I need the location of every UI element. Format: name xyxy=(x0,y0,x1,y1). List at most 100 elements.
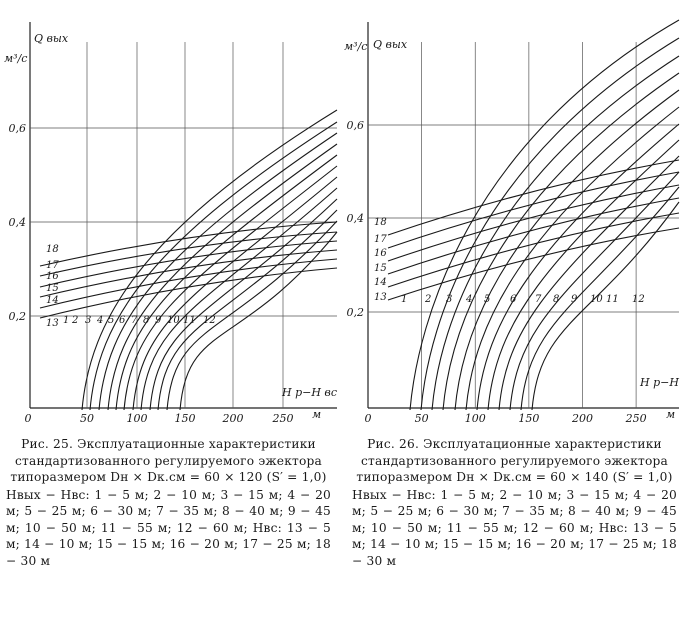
curve-8 xyxy=(487,139,680,411)
curve-2 xyxy=(420,37,680,411)
y-tick-label: 0,4 xyxy=(9,216,27,229)
curve-label: 12 xyxy=(203,315,216,326)
curve-label: 1 xyxy=(401,294,407,305)
curve-1 xyxy=(81,109,338,411)
ticks-25: 0 50 100 150 200 250 0,2 0,4 0,6 xyxy=(9,122,294,425)
curve-11 xyxy=(166,220,338,411)
curve-13 xyxy=(387,227,680,301)
x-label-26: H р−H вс xyxy=(639,376,681,389)
curve-13 xyxy=(39,267,338,319)
curves-25 xyxy=(39,109,338,411)
caption-legend-25: Hвых − Hвс: 1 − 5 м; 2 − 10 м; 3 − 15 м;… xyxy=(6,487,331,568)
x-tick-label: 200 xyxy=(222,412,244,425)
x-tick-label: 250 xyxy=(625,412,647,425)
curve-label: 15 xyxy=(46,283,59,294)
caption-title-26: Рис. 26. Эксплуатационные характеристики… xyxy=(356,437,673,484)
curve-label: 1 xyxy=(63,315,69,326)
x-tick-label: 150 xyxy=(175,412,196,425)
q-label-26: Q вых xyxy=(373,38,408,51)
x-unit-25: м xyxy=(312,408,321,421)
curve-label: 8 xyxy=(553,294,559,305)
curve-label: 7 xyxy=(535,294,542,305)
curve-11 xyxy=(520,186,680,411)
x-tick-label: 50 xyxy=(80,412,94,425)
curve-3 xyxy=(98,132,338,411)
y-tick-label: 0,2 xyxy=(347,306,365,319)
grid-26 xyxy=(367,22,679,409)
curve-10 xyxy=(157,209,338,411)
curve-label: 2 xyxy=(71,315,78,326)
curve-label: 4 xyxy=(465,294,472,305)
y-tick-label: 0,2 xyxy=(9,310,27,323)
y-tick-label: 0,4 xyxy=(347,212,365,225)
curve-1 xyxy=(409,19,680,411)
curve-15 xyxy=(39,249,338,298)
x-tick-label: 250 xyxy=(272,412,294,425)
x-unit-26: м xyxy=(666,408,675,421)
x-tick-label: 200 xyxy=(571,412,593,425)
curve-6 xyxy=(465,106,680,411)
x-tick-label: 100 xyxy=(465,412,486,425)
curve-9 xyxy=(149,198,338,411)
curve-label: 17 xyxy=(374,234,387,245)
curve-label: 13 xyxy=(46,318,59,329)
x-label-25: H р−H вс xyxy=(281,386,337,399)
grid-25 xyxy=(29,22,337,409)
x-tick-label: 0 xyxy=(25,412,32,425)
curve-label: 14 xyxy=(374,277,387,288)
y-tick-label: 0,6 xyxy=(347,119,365,132)
caption-legend-26: Hвых − Hвс: 1 − 5 м; 2 − 10 м; 3 − 15 м;… xyxy=(352,487,677,568)
curve-label: 7 xyxy=(131,315,138,326)
curve-label: 18 xyxy=(374,217,387,228)
curve-18 xyxy=(387,159,680,236)
curve-5 xyxy=(115,154,338,411)
curve-label: 5 xyxy=(484,294,490,305)
curve-12 xyxy=(531,201,680,411)
curve-10 xyxy=(509,171,680,411)
curve-label: 4 xyxy=(96,315,103,326)
curve-5 xyxy=(454,89,680,411)
curve-label: 10 xyxy=(590,294,603,305)
curve-label: 16 xyxy=(374,248,387,259)
ticks-26: 0 50 100 150 200 250 0,2 0,4 0,6 xyxy=(347,119,647,425)
curve-4 xyxy=(442,72,680,411)
curve-label: 12 xyxy=(632,294,645,305)
curve-16 xyxy=(387,184,680,262)
unit-label-26: м³/с xyxy=(344,40,367,53)
curve-label: 16 xyxy=(46,271,59,282)
curve-label: 18 xyxy=(46,244,59,255)
curve-label: 10 xyxy=(167,315,180,326)
curves-26 xyxy=(387,19,680,411)
curve-16 xyxy=(39,240,338,288)
y-tick-label: 0,6 xyxy=(9,122,27,135)
curve-7 xyxy=(132,176,338,411)
caption-title-25: Рис. 25. Эксплуатационные характеристики… xyxy=(10,437,327,484)
curve-label: 11 xyxy=(606,294,619,305)
x-tick-label: 50 xyxy=(415,412,429,425)
unit-label-25: м³/с xyxy=(4,52,27,65)
curve-label: 14 xyxy=(46,295,59,306)
curve-label: 13 xyxy=(374,292,387,303)
figure-26-caption: Рис. 26. Эксплуатационные характеристики… xyxy=(352,436,677,569)
curve-4 xyxy=(107,143,338,411)
curve-label: 3 xyxy=(85,315,91,326)
figure-25-caption: Рис. 25. Эксплуатационные характеристики… xyxy=(6,436,331,569)
curve-8 xyxy=(140,187,338,411)
x-tick-label: 100 xyxy=(127,412,148,425)
curve-15 xyxy=(387,197,680,275)
curve-label: 2 xyxy=(424,294,431,305)
curve-label: 11 xyxy=(183,315,196,326)
curve-3 xyxy=(431,55,680,411)
curve-2 xyxy=(89,121,338,411)
curve-9 xyxy=(498,155,680,411)
curve-label: 9 xyxy=(571,294,578,305)
curve-label: 9 xyxy=(155,315,162,326)
curve-14 xyxy=(39,258,338,309)
curve-label: 8 xyxy=(143,315,149,326)
curve-label: 15 xyxy=(374,263,387,274)
